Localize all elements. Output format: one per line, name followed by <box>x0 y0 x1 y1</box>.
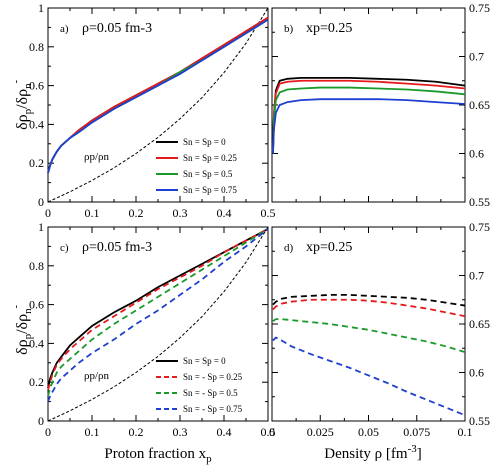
x-tick-label: 0.025 <box>307 425 334 439</box>
series-line-1 <box>272 79 466 154</box>
y-tick-label: 0.6 <box>29 79 44 93</box>
reference-curve <box>47 226 269 422</box>
series-line-3 <box>272 336 466 417</box>
y-tick-label: 0.65 <box>469 98 490 112</box>
y-tick-label: 0.4 <box>29 336 44 350</box>
legend-label: Sn = - Sp = 0.5 <box>183 388 238 398</box>
x-tick-label: 0.1 <box>85 425 100 439</box>
x-tick-label: 0 <box>269 425 275 439</box>
x-axis-title-left: Proton fraction xp <box>104 446 212 465</box>
legend-label: Sn = Sp = 0 <box>183 137 226 147</box>
panel-title: ρ=0.05 fm-3 <box>82 21 152 36</box>
series-line-2 <box>272 86 466 154</box>
legend-label: Sn = Sp = 0.5 <box>183 169 233 179</box>
y-tick-label: 1 <box>38 220 44 234</box>
panel-title: ρ=0.05 fm-3 <box>82 240 152 255</box>
series-line-3 <box>272 98 466 154</box>
y-tick-label: 0.55 <box>469 195 490 209</box>
x-tick-label: 0.4 <box>217 425 232 439</box>
legend-label: Sn = - Sp = 0.25 <box>183 372 243 382</box>
y-tick-label: 0.8 <box>29 259 44 273</box>
y-axis-title-bottom: δρp/δρn- <box>11 305 34 355</box>
x-axis-title-right: Density ρ [fm-3] <box>324 443 421 462</box>
panel-frame <box>271 7 466 203</box>
legend-label: Sn = Sp = 0.25 <box>183 153 237 163</box>
legend-label: Sn = Sp = 0.75 <box>183 185 237 195</box>
legend-label: Sn = - Sp = 0.75 <box>183 404 243 414</box>
panel-label: c) <box>60 242 69 254</box>
reference-label: ρp/ρn <box>84 151 110 163</box>
y-tick-label: 0.75 <box>469 220 490 234</box>
panel-frame <box>271 226 466 422</box>
panel-c: 0 0.1 0.2 0.3 0.4 0.500.20.40.60.81c) ρ=0.05 f… <box>29 220 276 439</box>
panel-a: 0 0.1 0.2 0.3 0.4 0.5 0 0.2 0.4 0.6 0.8 1 a) ρ=0.05 f… <box>29 1 276 220</box>
x-tick-label: 0 <box>45 425 51 439</box>
x-tick-label: 0.2 <box>129 425 144 439</box>
series-line-3 <box>47 18 269 174</box>
y-tick-label: 1 <box>38 1 44 15</box>
y-tick-label: 0.55 <box>469 414 490 428</box>
panel-label: d) <box>284 242 294 254</box>
series-line-1 <box>47 228 269 391</box>
y-axis-title-top: δρp/δρn- <box>11 80 34 130</box>
x-tick-label: 0.1 <box>85 206 100 220</box>
series-line-1 <box>272 298 466 318</box>
x-tick-label: 0.3 <box>173 206 188 220</box>
series-line-2 <box>272 318 466 353</box>
x-tick-label: 0.4 <box>217 206 232 220</box>
reference-label: ρp/ρn <box>84 370 110 382</box>
x-tick-label: 0.05 <box>358 425 379 439</box>
reference-curve <box>47 7 269 203</box>
series-line-0 <box>272 293 466 307</box>
y-tick-label: 0.7 <box>469 50 484 64</box>
x-tick-label: 0.075 <box>403 425 430 439</box>
series-line-0 <box>47 228 269 389</box>
y-tick-label: 0.75 <box>469 1 490 15</box>
panel-d: 0 0.025 0.05 0.075 0.10.55 0.6 0.65 0.7 0.75 d) xp… <box>269 220 490 439</box>
y-tick-label: 0.2 <box>29 375 44 389</box>
x-tick-label: 0.2 <box>129 206 144 220</box>
panel-title: xp=0.25 <box>306 240 352 255</box>
series-line-2 <box>47 18 269 174</box>
panel-label: a) <box>60 23 69 35</box>
x-tick-label: 0.5 <box>261 425 276 439</box>
y-tick-label: 0.65 <box>469 317 490 331</box>
y-tick-label: 0 <box>38 195 44 209</box>
legend-label: Sn = Sp = 0 <box>183 356 226 366</box>
series-line-3 <box>47 228 269 402</box>
y-tick-label: 0.6 <box>469 147 484 161</box>
panel-b: 0.55 0.6 0.65 0.7 0.75 b) xp=0.25 <box>271 1 490 209</box>
y-tick-label: 0 <box>38 414 44 428</box>
y-tick-label: 0.7 <box>469 269 484 283</box>
x-tick-label: 0 <box>45 206 51 220</box>
x-tick-label: 0.5 <box>261 206 276 220</box>
y-tick-label: 0.8 <box>29 40 44 54</box>
panel-label: b) <box>284 23 294 35</box>
x-tick-label: 0.3 <box>173 425 188 439</box>
y-tick-label: 0.6 <box>469 366 484 380</box>
y-tick-label: 0.2 <box>29 156 44 170</box>
y-tick-label: 0.6 <box>29 298 44 312</box>
y-tick-label: 0.4 <box>29 117 44 131</box>
x-tick-label: 0.1 <box>458 425 473 439</box>
panel-title: xp=0.25 <box>306 21 352 36</box>
